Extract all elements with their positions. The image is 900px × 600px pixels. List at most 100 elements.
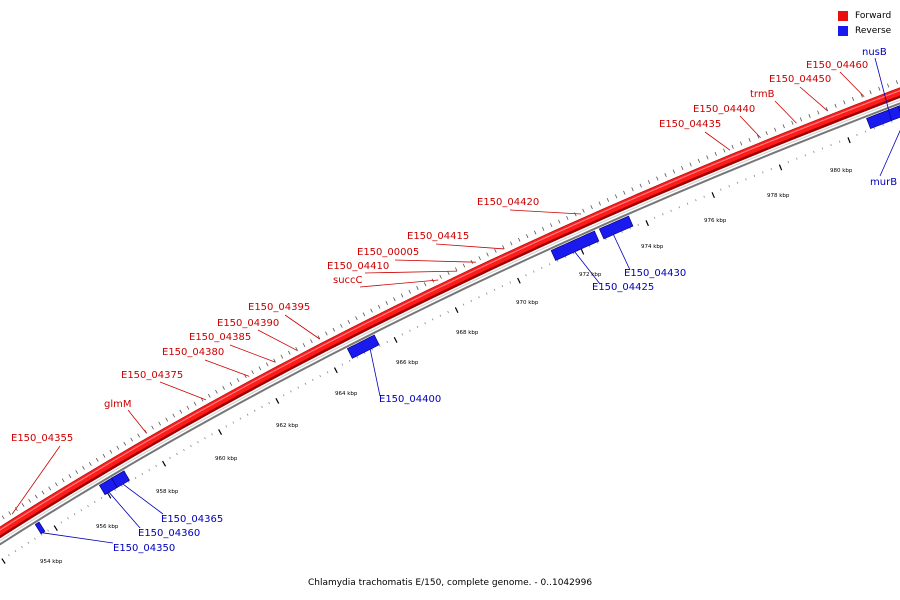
ruler-tick: [14, 507, 18, 511]
minor-tick: [525, 274, 527, 277]
ruler-tick: [34, 494, 38, 499]
gene-label[interactable]: E150_04425: [592, 282, 654, 293]
minor-tick: [268, 401, 270, 405]
minor-tick: [282, 394, 285, 397]
minor-tick: [745, 178, 747, 181]
minor-tick: [14, 550, 17, 553]
minor-tick: [882, 123, 884, 126]
ruler-tick: [447, 271, 450, 275]
minor-tick: [134, 476, 137, 479]
axis-label: 968 kbp: [456, 330, 479, 336]
reverse-gene-blocks: [34, 105, 900, 535]
ruler-tick: [325, 331, 328, 336]
legend-reverse-label: Reverse: [855, 25, 892, 36]
gene-label[interactable]: E150_04435: [659, 119, 721, 130]
minor-tick: [621, 230, 623, 234]
gene-label[interactable]: E150_00005: [357, 247, 419, 258]
minor-tick: [605, 238, 607, 241]
minor-tick: [821, 147, 824, 150]
axis-label: 966 kbp: [396, 360, 419, 366]
minor-tick: [290, 390, 292, 393]
gene-label[interactable]: E150_04365: [161, 514, 223, 525]
ruler-tick: [774, 127, 777, 132]
gene-label[interactable]: E150_04415: [407, 231, 469, 242]
ruler-tick: [265, 362, 269, 367]
gene-label[interactable]: E150_04380: [162, 347, 224, 358]
minor-tick: [485, 292, 488, 295]
axis-labels: 954 kbp 956 kbp 958 kbp 960 kbp 962 kbp …: [40, 168, 853, 565]
ruler-tick: [400, 293, 404, 298]
reverse-gene-block: [346, 334, 380, 359]
ruler-tick: [207, 393, 211, 398]
ruler-tick: [502, 245, 505, 250]
axis-label: 962 kbp: [276, 423, 299, 429]
minor-tick: [770, 167, 773, 171]
ruler-tick: [525, 234, 529, 239]
minor-tick: [509, 281, 512, 284]
ruler-tick: [817, 110, 820, 115]
minor-tick: [211, 433, 213, 436]
gene-label[interactable]: E150_04395: [248, 302, 310, 313]
gene-label[interactable]: E150_04450: [769, 74, 831, 85]
ruler-tick: [598, 201, 601, 206]
minor-tick: [556, 259, 559, 262]
minor-tick: [564, 256, 567, 259]
minor-tick: [356, 355, 359, 359]
gene-label[interactable]: glmM: [104, 399, 132, 410]
gene-label[interactable]: trmB: [750, 89, 775, 100]
gene-label[interactable]: E150_04390: [217, 318, 279, 329]
minor-tick: [838, 140, 841, 143]
gene-label[interactable]: nusB: [862, 47, 887, 58]
ruler-tick: [347, 320, 351, 324]
minor-tick: [493, 288, 496, 291]
gene-label[interactable]: murB: [870, 177, 897, 188]
ruler-tick: [869, 90, 872, 95]
minor-tick: [830, 144, 832, 147]
gene-label[interactable]: E150_04420: [477, 197, 539, 208]
ruler-tick: [843, 100, 846, 105]
ruler-tick: [647, 180, 651, 185]
reverse-leader: [42, 532, 114, 544]
gene-label[interactable]: E150_04460: [806, 60, 868, 71]
minor-tick: [431, 318, 434, 321]
forward-leader: [799, 86, 828, 112]
gene-label[interactable]: E150_04430: [624, 268, 686, 279]
minor-tick: [253, 409, 256, 412]
minor-tick: [378, 344, 381, 347]
ruler-tick: [229, 382, 233, 386]
major-tick: [162, 460, 167, 467]
minor-tick: [533, 270, 535, 273]
minor-tick: [114, 488, 116, 492]
minor-tick: [47, 529, 49, 532]
minor-tick: [596, 241, 599, 244]
ruler-tick: [799, 117, 803, 122]
ruler-tick: [723, 148, 726, 153]
minor-tick: [572, 252, 575, 255]
gene-label[interactable]: E150_04355: [11, 433, 73, 444]
ruler-tick: [566, 215, 569, 220]
minor-tick: [653, 216, 656, 219]
gene-label[interactable]: E150_04360: [138, 528, 200, 539]
gene-label[interactable]: E150_04400: [379, 394, 441, 405]
gene-label[interactable]: E150_04350: [113, 543, 175, 554]
forward-leader: [11, 445, 61, 515]
major-tick: [393, 336, 398, 343]
minor-tick: [8, 554, 10, 557]
axis-label: 974 kbp: [641, 244, 664, 250]
forward-leader: [774, 100, 797, 124]
gene-label[interactable]: E150_04385: [189, 332, 251, 343]
minor-tick: [787, 161, 790, 164]
gene-label[interactable]: E150_04440: [693, 104, 755, 115]
gene-label[interactable]: E150_04410: [327, 261, 389, 272]
minor-tick: [670, 209, 672, 212]
forward-leader: [364, 270, 458, 274]
minor-tick: [80, 509, 83, 512]
gene-label[interactable]: succC: [333, 275, 363, 286]
reverse-leader: [122, 483, 164, 515]
ruler-tick: [614, 194, 618, 199]
ruler-tick: [494, 248, 497, 253]
gene-label[interactable]: E150_04375: [121, 370, 183, 381]
reverse-strand-inner-line: [0, 99, 900, 542]
ruler-tick: [714, 151, 717, 156]
genome-backbone: [0, 87, 900, 546]
